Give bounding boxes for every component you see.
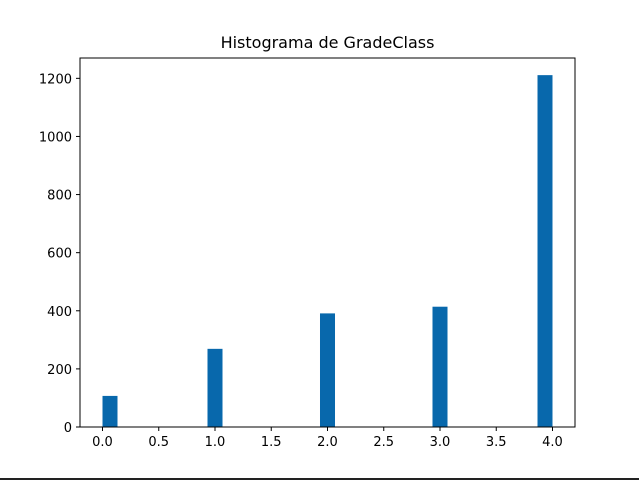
y-tick-label: 0	[64, 421, 72, 436]
histogram-bar-3	[432, 306, 448, 427]
histogram-bar-4	[537, 75, 553, 427]
x-tick-label: 1.0	[205, 435, 226, 450]
x-tick-label: 2.0	[317, 435, 338, 450]
bars-group	[102, 75, 553, 427]
y-tick-label: 1200	[39, 72, 72, 87]
x-axis: 0.0 0.5 1.0 1.5 2.0 2.5 3.0 3.5 4.0	[92, 427, 563, 450]
x-tick-label: 0.5	[148, 435, 169, 450]
x-tick-label: 1.5	[261, 435, 282, 450]
x-tick-label: 3.5	[486, 435, 507, 450]
x-tick-label: 0.0	[92, 435, 113, 450]
y-tick-label: 400	[47, 305, 72, 320]
y-tick-label: 1000	[39, 130, 72, 145]
x-tick-label: 3.0	[430, 435, 451, 450]
y-tick-label: 800	[47, 189, 72, 204]
bottom-rule	[0, 478, 639, 480]
y-axis: 0 200 400 600 800 1000 1200	[39, 72, 80, 436]
chart-title: Histograma de GradeClass	[221, 33, 435, 52]
y-tick-label: 200	[47, 363, 72, 378]
y-tick-label: 600	[47, 247, 72, 262]
histogram-bar-2	[319, 313, 336, 427]
x-tick-label: 2.5	[373, 435, 394, 450]
histogram-bar-0	[102, 395, 118, 427]
x-tick-label: 4.0	[542, 435, 563, 450]
histogram-bar-1	[207, 348, 223, 427]
